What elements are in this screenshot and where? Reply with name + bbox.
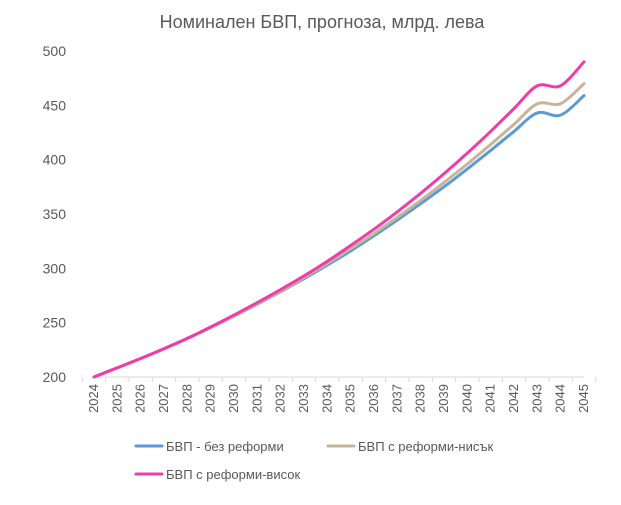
series-lines bbox=[92, 60, 586, 379]
legend-label: БВП с реформи-нисък bbox=[358, 439, 493, 454]
y-tick-label: 250 bbox=[43, 315, 67, 331]
x-tick-label: 2033 bbox=[296, 384, 311, 413]
y-tick-label: 200 bbox=[43, 369, 67, 385]
legend: БВП - без реформи БВП с реформи-нисък БВП … bbox=[134, 439, 493, 482]
legend-label: БВП - без реформи bbox=[166, 439, 284, 454]
x-tick-label: 2039 bbox=[436, 384, 451, 413]
y-tick-label: 450 bbox=[43, 97, 67, 113]
x-tick-label: 2030 bbox=[226, 384, 241, 413]
x-tick-label: 2024 bbox=[86, 384, 101, 413]
x-axis: 2024 2025 2026 2027 2028 2029 2030 2031 2032 2033… bbox=[81, 376, 597, 413]
x-tick-label: 2038 bbox=[413, 384, 428, 413]
y-tick-label: 500 bbox=[43, 43, 67, 59]
x-tick-label: 2029 bbox=[203, 384, 218, 413]
x-tick-label: 2043 bbox=[529, 384, 544, 413]
x-tick-label: 2034 bbox=[319, 384, 334, 413]
x-tick-label: 2032 bbox=[273, 384, 288, 413]
y-tick-label: 400 bbox=[43, 152, 67, 168]
x-tick-label: 2026 bbox=[133, 384, 148, 413]
x-tick-label: 2035 bbox=[343, 384, 358, 413]
series-line-1 bbox=[92, 94, 586, 379]
x-tick-label: 2025 bbox=[109, 384, 124, 413]
chart-title: Номинален БВП, прогноза, млрд. лева bbox=[160, 12, 486, 32]
y-tick-label: 350 bbox=[43, 206, 67, 222]
x-tick-label: 2042 bbox=[506, 384, 521, 413]
y-tick-label: 300 bbox=[43, 260, 67, 276]
y-axis: 200 250 300 350 400 450 500 bbox=[43, 43, 67, 385]
x-tick-label: 2036 bbox=[366, 384, 381, 413]
x-tick-label: 2028 bbox=[179, 384, 194, 413]
x-tick-label: 2027 bbox=[156, 384, 171, 413]
x-tick-label: 2031 bbox=[249, 384, 264, 413]
x-tick-label: 2040 bbox=[459, 384, 474, 413]
x-tick-label: 2037 bbox=[389, 384, 404, 413]
x-tick-label: 2044 bbox=[553, 384, 568, 413]
legend-label: БВП с реформи-висок bbox=[166, 467, 300, 482]
series-line-2 bbox=[92, 82, 586, 379]
x-tick-label: 2041 bbox=[483, 384, 498, 413]
x-tick-label: 2045 bbox=[576, 384, 591, 413]
series-line-3 bbox=[92, 60, 586, 379]
